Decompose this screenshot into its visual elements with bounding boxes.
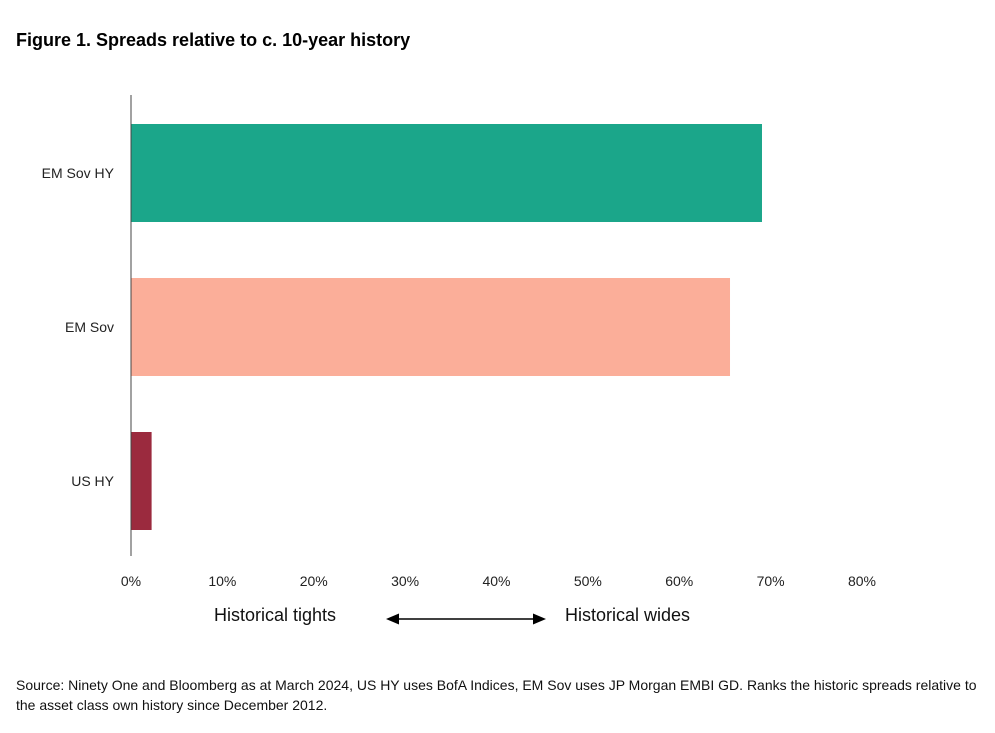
chart-title: Figure 1. Spreads relative to c. 10-year… (16, 30, 411, 50)
bar-em-sov (131, 278, 731, 376)
category-labels: EM Sov HY EM Sov US HY (42, 165, 115, 489)
x-tick-labels: 0% 10% 20% 30% 40% 50% 60% 70% 80% (121, 573, 876, 589)
source-note: Source: Ninety One and Bloomberg as at M… (16, 677, 977, 713)
x-tick-label: 50% (574, 573, 602, 589)
category-label: US HY (71, 473, 114, 489)
historical-wides-label: Historical wides (565, 605, 691, 625)
double-arrow-icon (386, 613, 546, 625)
category-label: EM Sov (65, 319, 114, 335)
bar-us-hy (131, 432, 152, 530)
historical-tights-label: Historical tights (214, 605, 337, 625)
x-tick-label: 10% (208, 573, 236, 589)
bar-em-sov-hy (131, 124, 762, 222)
x-tick-label: 30% (391, 573, 419, 589)
x-tick-label: 40% (482, 573, 510, 589)
bars-group (131, 124, 762, 530)
x-tick-label: 60% (665, 573, 693, 589)
x-tick-label: 70% (757, 573, 785, 589)
bar-chart: EM Sov HY EM Sov US HY 0% 10% 20% 30% 40% 50% 60… (42, 95, 876, 589)
x-tick-label: 20% (300, 573, 328, 589)
x-tick-label: 0% (121, 573, 141, 589)
x-tick-label: 80% (848, 573, 876, 589)
category-label: EM Sov HY (42, 165, 115, 181)
